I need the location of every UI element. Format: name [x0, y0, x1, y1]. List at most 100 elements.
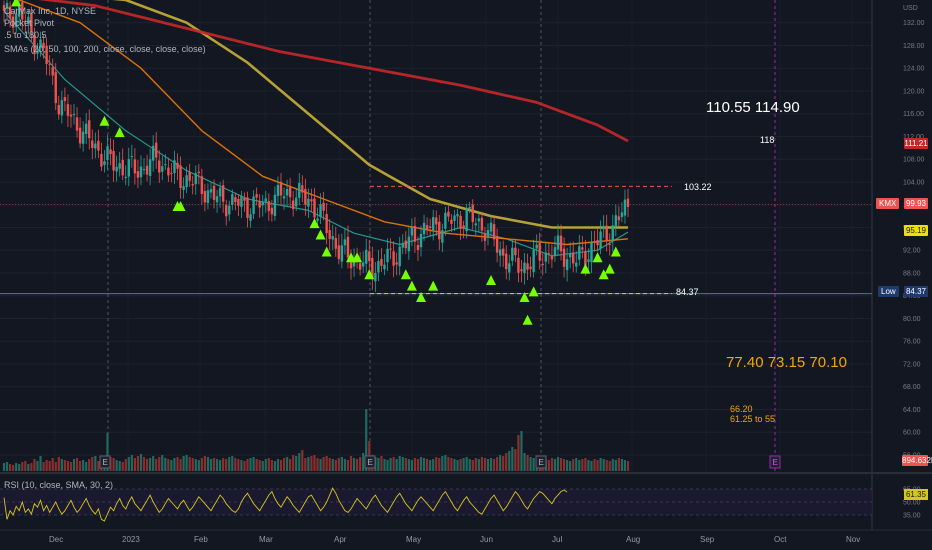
pocket-pivot-marker [315, 229, 326, 240]
time-axis-label: Feb [194, 535, 208, 544]
price-axis-tick: 104.00 [903, 179, 925, 186]
candle-body [602, 226, 605, 230]
volume-bar [404, 458, 407, 471]
volume-bar [587, 460, 590, 471]
price-axis-tick: 64.00 [903, 407, 921, 414]
time-axis-label: Aug [626, 535, 640, 544]
candle-body [164, 164, 167, 166]
rsi-axis-tick: 35.00 [903, 513, 921, 520]
volume-bar [66, 461, 70, 471]
time-axis-label: Nov [846, 535, 860, 544]
earnings-marker [99, 455, 111, 469]
volume-bar [33, 459, 36, 471]
volume-bar [72, 459, 76, 471]
volume-bar [578, 460, 581, 471]
candle-body [206, 190, 210, 203]
volume-bar [505, 453, 508, 471]
volume-bar [145, 459, 149, 471]
volume-bar [529, 457, 532, 471]
candle-body [511, 247, 514, 261]
volume-bar [593, 459, 596, 471]
candle-body [240, 196, 243, 207]
candle-body [231, 194, 234, 205]
candle-body [194, 173, 197, 185]
candle-body [562, 248, 566, 267]
candle-body [185, 175, 188, 188]
volume-bar [24, 461, 27, 471]
volume-bar [340, 457, 343, 471]
volume-bar [468, 459, 471, 471]
candle-body [30, 13, 33, 33]
candle-body [173, 160, 176, 174]
volume-bar [5, 462, 9, 471]
volume-bar [407, 459, 410, 471]
volume-bar [78, 461, 82, 471]
pocket-pivot-marker [352, 252, 363, 263]
sma200-price-tag: 111.21 [904, 138, 928, 149]
candle-body [218, 187, 222, 197]
candle-body [103, 161, 106, 165]
candle-body [279, 181, 283, 196]
volume-bar [18, 464, 21, 471]
candle-body [395, 262, 398, 265]
candle-body [2, 5, 6, 11]
candle-body [221, 185, 225, 202]
candle-body [45, 45, 48, 65]
volume-bar [556, 457, 560, 471]
price-axis-tick: 68.00 [903, 384, 921, 391]
pocket-pivot-marker [580, 263, 591, 274]
volume-bar [486, 459, 490, 471]
volume-bar [398, 456, 401, 471]
pocket-pivot-marker [400, 269, 411, 280]
candle-body [398, 246, 401, 267]
volume-bar [553, 459, 557, 471]
volume-bar [550, 458, 554, 471]
volume-bar [124, 459, 127, 471]
volume-bar [392, 457, 395, 471]
pocket-pivot-marker [364, 269, 375, 280]
candle-body [568, 253, 572, 258]
volume-bar [188, 457, 191, 471]
candle-body [404, 240, 407, 249]
candle-body [5, 3, 9, 9]
volume-bar [60, 459, 63, 471]
sma20-price-tag: 95.19 [904, 225, 928, 236]
volume-bar [222, 458, 225, 471]
volume-bar [252, 457, 255, 471]
volume-bar [237, 459, 240, 471]
volume-bar [438, 458, 441, 471]
volume-bar [383, 459, 386, 471]
volume-bar [307, 457, 310, 471]
candle-body [349, 260, 353, 269]
candle-body [21, 2, 24, 20]
rsi-line [3, 487, 568, 522]
volume-bar [422, 458, 426, 471]
volume-bar [42, 462, 45, 471]
candle-body [267, 201, 271, 212]
candle-body [215, 196, 219, 203]
time-axis-label: May [406, 535, 421, 544]
candle-body [474, 223, 478, 226]
candle-body [514, 247, 517, 256]
volume-bar [325, 456, 328, 471]
volume-bar [270, 460, 273, 471]
volume-bar [295, 456, 298, 471]
candle-body [599, 231, 602, 249]
price-axis-tick: 60.00 [903, 430, 921, 437]
volume-bar [477, 459, 480, 471]
volume-bar [456, 460, 459, 471]
volume-bar [474, 458, 477, 471]
candle-body [416, 245, 420, 250]
candle-body [115, 166, 118, 172]
candle-body [343, 239, 347, 246]
volume-bar [471, 460, 474, 471]
time-axis-label: Jul [552, 535, 562, 544]
candle-body [14, 13, 18, 27]
volume-bar [30, 463, 33, 471]
candle-body [483, 233, 487, 241]
volume-bar [331, 459, 334, 471]
candle-body [36, 50, 39, 54]
candle-body [590, 242, 593, 263]
volume-bar [57, 457, 60, 471]
